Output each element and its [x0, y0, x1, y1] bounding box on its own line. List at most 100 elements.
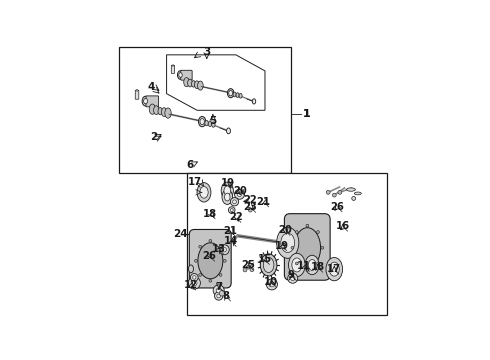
- Text: 12: 12: [184, 280, 197, 290]
- Ellipse shape: [195, 81, 199, 89]
- Text: 9: 9: [288, 270, 295, 280]
- Circle shape: [237, 192, 242, 197]
- Text: 1: 1: [303, 109, 310, 119]
- Ellipse shape: [142, 96, 149, 106]
- Text: 25: 25: [242, 260, 255, 270]
- Ellipse shape: [198, 243, 223, 279]
- Text: 11: 11: [297, 261, 312, 271]
- Circle shape: [291, 246, 294, 249]
- Circle shape: [219, 245, 222, 248]
- Circle shape: [193, 276, 196, 279]
- Circle shape: [235, 189, 245, 199]
- Ellipse shape: [149, 104, 155, 114]
- Circle shape: [219, 274, 222, 276]
- Circle shape: [295, 262, 298, 265]
- Ellipse shape: [227, 89, 234, 98]
- Text: 19: 19: [274, 240, 289, 251]
- Ellipse shape: [136, 90, 138, 91]
- Text: 17: 17: [327, 264, 341, 274]
- Text: 24: 24: [173, 229, 188, 239]
- Circle shape: [243, 268, 247, 272]
- FancyBboxPatch shape: [189, 229, 231, 288]
- Text: 20: 20: [233, 186, 247, 196]
- Circle shape: [306, 269, 309, 271]
- Circle shape: [199, 245, 201, 248]
- Ellipse shape: [260, 254, 277, 276]
- Ellipse shape: [352, 197, 356, 201]
- Text: 26: 26: [202, 251, 217, 261]
- Circle shape: [219, 245, 229, 255]
- FancyBboxPatch shape: [172, 66, 174, 73]
- FancyBboxPatch shape: [135, 90, 139, 99]
- Ellipse shape: [329, 262, 339, 276]
- Text: 17: 17: [188, 177, 202, 187]
- Text: 21: 21: [257, 197, 270, 207]
- Circle shape: [228, 207, 235, 213]
- Circle shape: [321, 246, 324, 249]
- Circle shape: [217, 294, 221, 298]
- Text: 21: 21: [223, 226, 237, 236]
- Ellipse shape: [184, 78, 189, 87]
- Circle shape: [326, 190, 330, 194]
- Ellipse shape: [177, 71, 184, 79]
- Circle shape: [338, 190, 342, 194]
- Ellipse shape: [189, 265, 194, 273]
- Text: 4: 4: [147, 82, 155, 92]
- Ellipse shape: [263, 257, 274, 273]
- Text: 13: 13: [211, 244, 225, 254]
- Ellipse shape: [212, 122, 215, 127]
- Text: 8: 8: [222, 291, 229, 301]
- Circle shape: [223, 260, 226, 262]
- Text: 6: 6: [186, 160, 193, 170]
- Circle shape: [291, 276, 295, 280]
- Ellipse shape: [144, 98, 147, 104]
- Ellipse shape: [172, 65, 174, 66]
- Ellipse shape: [192, 81, 196, 87]
- Ellipse shape: [161, 108, 167, 117]
- Circle shape: [215, 292, 223, 300]
- Ellipse shape: [233, 92, 236, 97]
- Ellipse shape: [158, 108, 162, 115]
- Ellipse shape: [165, 108, 171, 118]
- Ellipse shape: [226, 128, 230, 134]
- Ellipse shape: [289, 253, 305, 276]
- Ellipse shape: [200, 118, 204, 125]
- Text: 3: 3: [204, 47, 211, 57]
- Circle shape: [222, 247, 226, 252]
- Circle shape: [191, 274, 198, 281]
- Ellipse shape: [188, 79, 193, 87]
- Text: 22: 22: [243, 195, 257, 205]
- Text: 22: 22: [229, 212, 243, 222]
- Text: 10: 10: [264, 277, 278, 287]
- FancyBboxPatch shape: [181, 70, 192, 80]
- Ellipse shape: [154, 106, 159, 114]
- Ellipse shape: [198, 117, 206, 127]
- Text: 5: 5: [209, 116, 217, 126]
- Circle shape: [230, 198, 239, 206]
- Circle shape: [216, 288, 221, 293]
- FancyBboxPatch shape: [284, 214, 330, 280]
- Circle shape: [199, 274, 201, 276]
- Circle shape: [246, 265, 250, 269]
- Circle shape: [288, 273, 298, 283]
- Ellipse shape: [354, 192, 361, 195]
- Ellipse shape: [197, 183, 211, 202]
- Text: 7: 7: [215, 282, 222, 292]
- Ellipse shape: [224, 186, 231, 195]
- Ellipse shape: [197, 81, 203, 90]
- Ellipse shape: [205, 120, 208, 126]
- Ellipse shape: [229, 90, 233, 96]
- Circle shape: [233, 200, 236, 204]
- Circle shape: [195, 260, 197, 262]
- Text: 18: 18: [311, 262, 325, 272]
- Ellipse shape: [292, 258, 302, 272]
- Ellipse shape: [236, 93, 239, 98]
- Text: 19: 19: [220, 178, 235, 188]
- Ellipse shape: [222, 190, 233, 204]
- Ellipse shape: [305, 255, 319, 275]
- Ellipse shape: [277, 227, 299, 258]
- Ellipse shape: [281, 233, 294, 252]
- Ellipse shape: [221, 182, 233, 199]
- Circle shape: [188, 277, 200, 289]
- Circle shape: [219, 291, 225, 296]
